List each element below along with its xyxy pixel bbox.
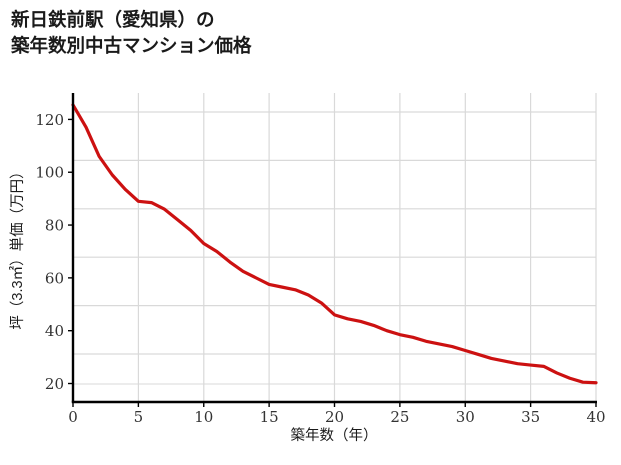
y-tick-label: 100 <box>35 164 64 182</box>
price-line-series <box>71 103 598 385</box>
x-tick-label: 30 <box>456 408 475 426</box>
x-axis-ticks <box>72 402 597 407</box>
x-tick-label: 10 <box>194 408 213 426</box>
x-tick-label: 40 <box>586 408 605 426</box>
x-tick-label: 5 <box>134 408 144 426</box>
grid-vertical <box>137 93 597 402</box>
x-tick-label: 25 <box>390 408 409 426</box>
x-axis-tick-labels: 0 5 10 15 20 25 30 35 40 <box>68 408 605 426</box>
x-tick-label: 35 <box>521 408 540 426</box>
y-axis-title: 坪（3.3㎡）単価（万円） <box>9 164 26 329</box>
y-tick-label: 120 <box>35 111 64 129</box>
x-tick-label: 0 <box>68 408 78 426</box>
y-tick-label: 20 <box>45 375 64 393</box>
y-tick-label: 60 <box>45 269 64 287</box>
x-tick-label: 20 <box>325 408 344 426</box>
chart-title: 新日鉄前駅（愛知県）の 築年数別中古マンション価格 <box>11 9 252 57</box>
x-axis-title: 築年数（年） <box>291 426 378 444</box>
y-tick-label: 80 <box>45 217 64 235</box>
x-tick-label: 15 <box>260 408 279 426</box>
y-tick-label: 40 <box>45 322 64 340</box>
y-axis-ticks <box>68 118 73 385</box>
y-axis-tick-labels: 20 40 60 80 100 120 <box>35 111 64 393</box>
